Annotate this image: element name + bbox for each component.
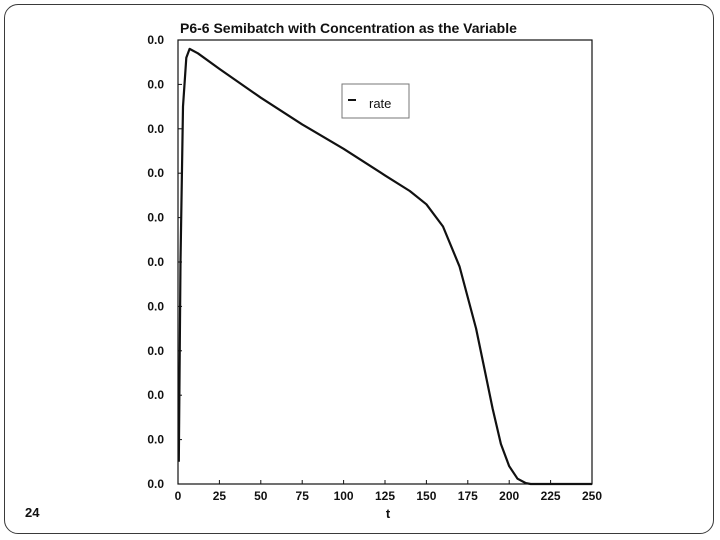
x-tick-label: 150	[416, 489, 436, 503]
y-tick-label: 0.0	[147, 166, 164, 180]
series-line-rate	[177, 47, 592, 486]
x-tick-label: 50	[254, 489, 268, 503]
y-tick-label: 0.0	[147, 433, 164, 447]
x-tick-label: 125	[375, 489, 395, 503]
x-tick-label: 250	[582, 489, 602, 503]
y-axis: 0.0 0.0 0.0 0.0 0.0 0.0 0.0 0.0 0.0 0.0 0.0	[147, 33, 182, 491]
x-tick-label: 225	[541, 489, 561, 503]
y-tick-label: 0.0	[147, 255, 164, 269]
x-axis: 0 25 50 75 100 125 150 175 200 225 250	[175, 480, 602, 503]
legend: rate	[341, 83, 410, 119]
x-tick-label: 0	[175, 489, 182, 503]
legend-label-rate: rate	[369, 96, 391, 111]
y-tick-label: 0.0	[147, 299, 164, 313]
y-tick-label: 0.0	[147, 344, 164, 358]
y-tick-label: 0.0	[147, 211, 164, 225]
y-tick-label: 0.0	[147, 33, 164, 47]
series-layer	[177, 47, 592, 486]
x-tick-label: 175	[458, 489, 478, 503]
chart-title: P6-6 Semibatch with Concentration as the…	[180, 20, 517, 36]
x-tick-label: 100	[334, 489, 354, 503]
y-tick-label: 0.0	[147, 388, 164, 402]
y-tick-label: 0.0	[147, 477, 164, 491]
x-tick-label: 200	[499, 489, 519, 503]
slide-number: 24	[25, 505, 40, 520]
x-tick-label: 25	[213, 489, 227, 503]
x-tick-label: 75	[296, 489, 310, 503]
y-tick-label: 0.0	[147, 77, 164, 91]
x-axis-label: t	[386, 506, 391, 521]
y-tick-label: 0.0	[147, 122, 164, 136]
